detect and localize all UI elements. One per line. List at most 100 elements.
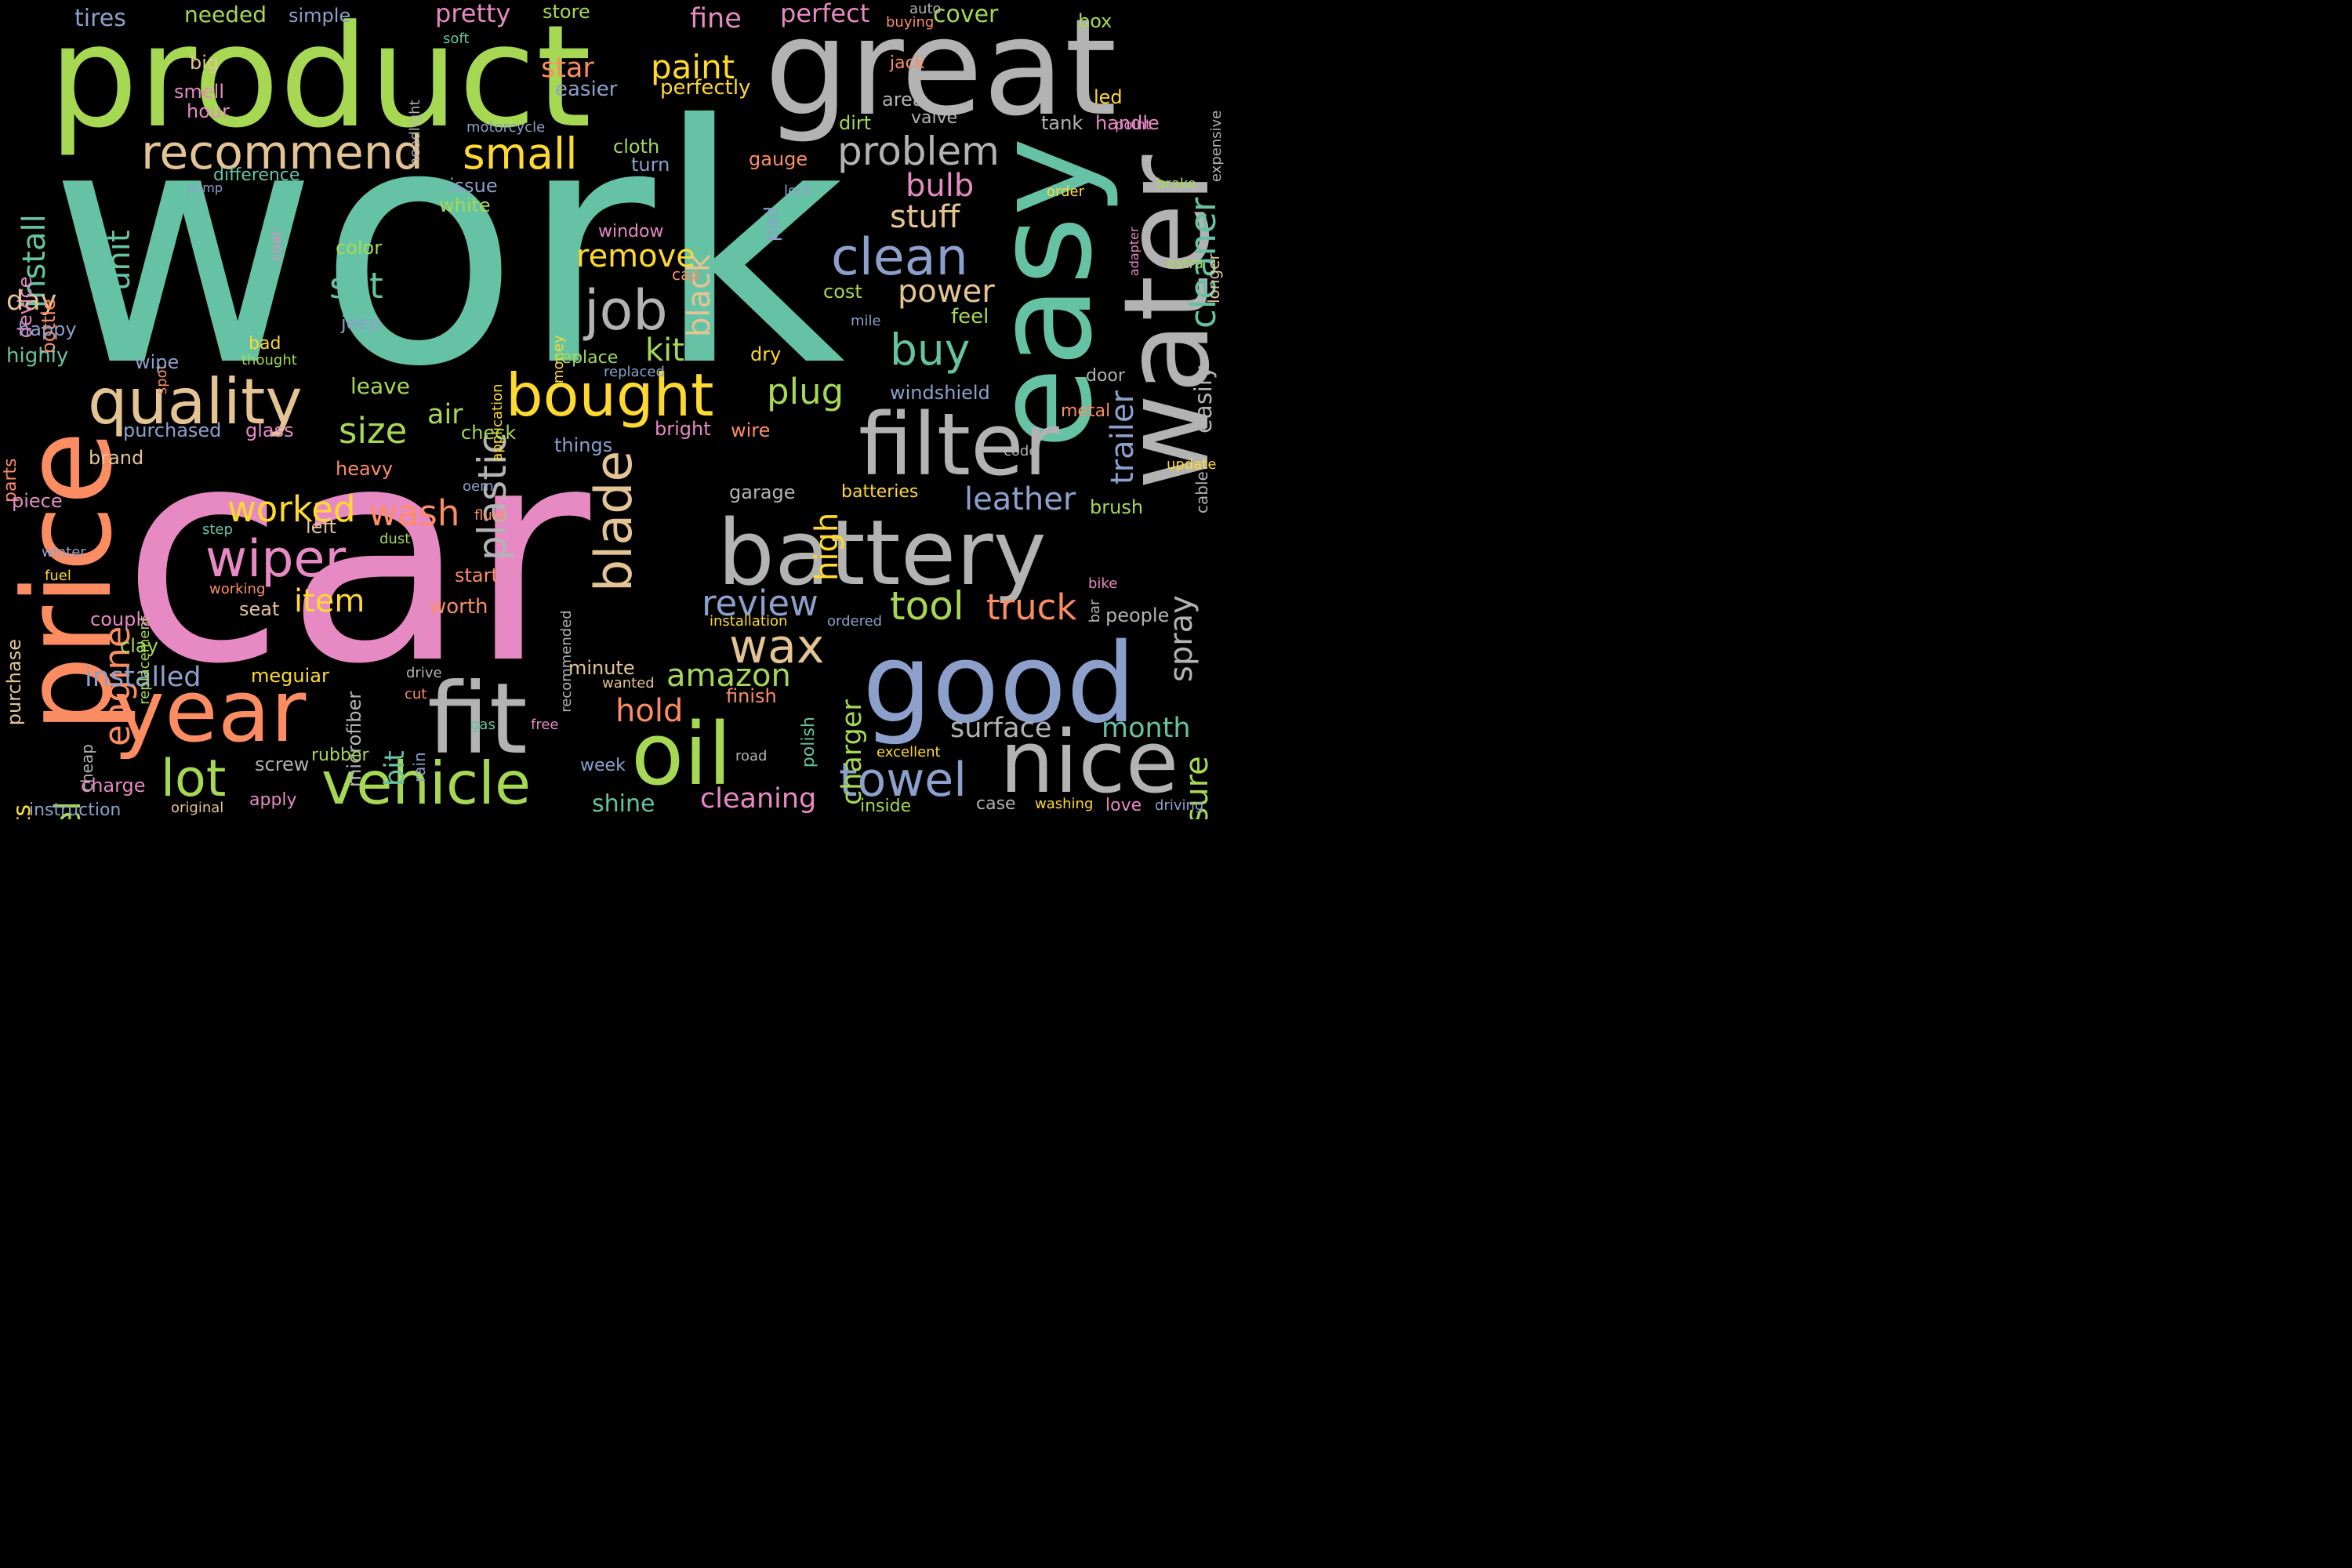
word-device: device — [14, 277, 36, 339]
word-auto: auto — [909, 1, 942, 17]
word-minute: minute — [568, 657, 635, 679]
word-motorcycle: motorcycle — [466, 119, 545, 136]
word-replacement: replacement — [136, 615, 153, 705]
word-left: left — [306, 516, 336, 538]
word-gas: gas — [470, 717, 495, 733]
word-wash: wash — [368, 492, 459, 534]
word-charger: charger — [837, 699, 868, 805]
word-wax: wax — [729, 619, 824, 674]
word-driving: driving — [1155, 797, 1203, 814]
word-perfectly: perfectly — [660, 76, 750, 100]
word-difference: difference — [213, 165, 299, 185]
word-cheap: cheap — [78, 744, 96, 792]
word-wheel: wheel — [47, 801, 89, 819]
word-cable: cable — [1192, 471, 1211, 514]
word-order: order — [1047, 183, 1085, 200]
word-brand: brand — [89, 447, 143, 469]
word-day: day — [6, 285, 56, 317]
word-handle: handle — [1095, 112, 1160, 134]
word-install: install — [16, 214, 53, 308]
word-free: free — [531, 717, 559, 733]
word-brush: brush — [1090, 496, 1143, 518]
word-jeep: jeep — [340, 312, 381, 334]
word-money: money — [550, 335, 567, 383]
word-pump: pump — [187, 180, 223, 195]
word-bulb: bulb — [906, 168, 974, 204]
word-leather: leather — [964, 481, 1076, 517]
word-lot: lot — [161, 750, 226, 808]
word-happy: happy — [18, 318, 77, 340]
word-product: product — [49, 0, 591, 159]
word-led: led — [1094, 86, 1123, 108]
word-buying: buying — [886, 14, 934, 31]
word-tool: tool — [890, 583, 964, 629]
word-instruction: instruction — [29, 800, 121, 819]
word-fit: fit — [427, 662, 528, 776]
word-water: water — [1099, 154, 1229, 490]
word-store: store — [543, 1, 590, 23]
word-bought: bought — [506, 361, 714, 430]
word-paint: paint — [651, 48, 735, 86]
word-item: item — [294, 583, 365, 619]
word-mile: mile — [851, 313, 881, 329]
word-wiper: wiper — [205, 530, 346, 589]
word-things: things — [554, 434, 612, 456]
word-longer: longer — [1204, 253, 1223, 303]
word-filter: filter — [858, 394, 1060, 495]
word-case: case — [976, 794, 1016, 814]
word-brake: brake — [1156, 176, 1196, 192]
word-easy: easy — [967, 137, 1122, 449]
word-job: job — [583, 278, 668, 343]
word-windshield: windshield — [890, 382, 990, 404]
word-rubber: rubber — [311, 746, 369, 765]
word-seat: seat — [239, 598, 279, 620]
word-road: road — [735, 748, 767, 764]
word-perfect: perfect — [780, 0, 869, 28]
word-good: good — [862, 620, 1136, 748]
word-dust: dust — [379, 531, 410, 547]
word-dirt: dirt — [839, 112, 871, 134]
word-needed: needed — [184, 2, 267, 27]
word-check: check — [461, 422, 516, 444]
word-cost: cost — [823, 281, 862, 303]
word-bottle: bottle — [38, 299, 60, 354]
word-stuff: stuff — [890, 199, 961, 235]
word-apply: apply — [249, 790, 297, 810]
word-problem: problem — [837, 129, 1000, 174]
word-coat: coat — [268, 230, 285, 261]
word-year: year — [114, 661, 307, 761]
word-headlight: headlight — [407, 100, 423, 166]
word-screw: screw — [255, 753, 309, 775]
word-cleaning: cleaning — [700, 783, 816, 815]
word-review: review — [702, 583, 818, 624]
word-point: point — [1115, 117, 1151, 133]
word-set: set — [329, 265, 383, 307]
word-finish: finish — [726, 685, 777, 707]
word-clay: clay — [120, 635, 158, 657]
word-cloud: work car product great easy water price good bat… — [0, 0, 1229, 819]
word-surface: surface — [950, 713, 1051, 744]
word-fluid: fluid — [474, 507, 505, 524]
word-replaced: replaced — [604, 364, 665, 380]
word-worked: worked — [227, 488, 356, 530]
word-original: original — [171, 800, 223, 816]
word-recommended: recommended — [558, 610, 575, 712]
word-simple: simple — [289, 5, 350, 27]
word-purchased: purchased — [123, 419, 221, 441]
word-quality: quality — [88, 365, 303, 438]
word-fuel: fuel — [45, 568, 71, 584]
word-fine: fine — [690, 3, 742, 34]
word-nice: nice — [1000, 712, 1178, 812]
word-people: people — [1105, 604, 1169, 626]
word-installation: installation — [710, 613, 787, 630]
word-area: area — [882, 89, 924, 111]
word-cloth: cloth — [613, 136, 659, 158]
word-expensive: expensive — [1208, 111, 1225, 182]
word-towel: towel — [839, 753, 967, 808]
word-soft: soft — [443, 31, 469, 47]
word-pressure: pressure — [1179, 756, 1215, 819]
word-tires: tires — [74, 5, 126, 32]
word-black: black — [681, 253, 717, 337]
word-batteries: batteries — [841, 482, 918, 502]
